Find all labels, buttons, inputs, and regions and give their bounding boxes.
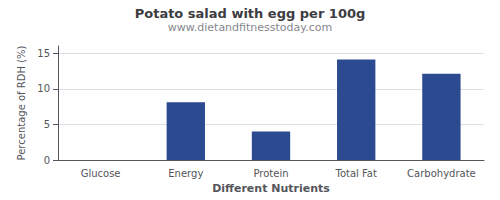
- svg-text:Percentage of RDH (%): Percentage of RDH (%): [16, 45, 27, 160]
- svg-text:5: 5: [44, 119, 50, 130]
- svg-text:10: 10: [37, 83, 50, 94]
- svg-text:15: 15: [37, 48, 50, 59]
- svg-text:Glucose: Glucose: [81, 168, 121, 179]
- svg-text:0: 0: [44, 155, 50, 166]
- svg-text:Carbohydrate: Carbohydrate: [407, 168, 476, 179]
- svg-text:Protein: Protein: [253, 168, 288, 179]
- svg-text:Potato salad with egg per 100g: Potato salad with egg per 100g: [135, 6, 366, 21]
- svg-text:www.dietandfitnesstoday.com: www.dietandfitnesstoday.com: [168, 21, 332, 34]
- svg-text:Energy: Energy: [168, 168, 203, 179]
- svg-text:Total Fat: Total Fat: [334, 168, 376, 179]
- svg-text:Different Nutrients: Different Nutrients: [212, 182, 330, 195]
